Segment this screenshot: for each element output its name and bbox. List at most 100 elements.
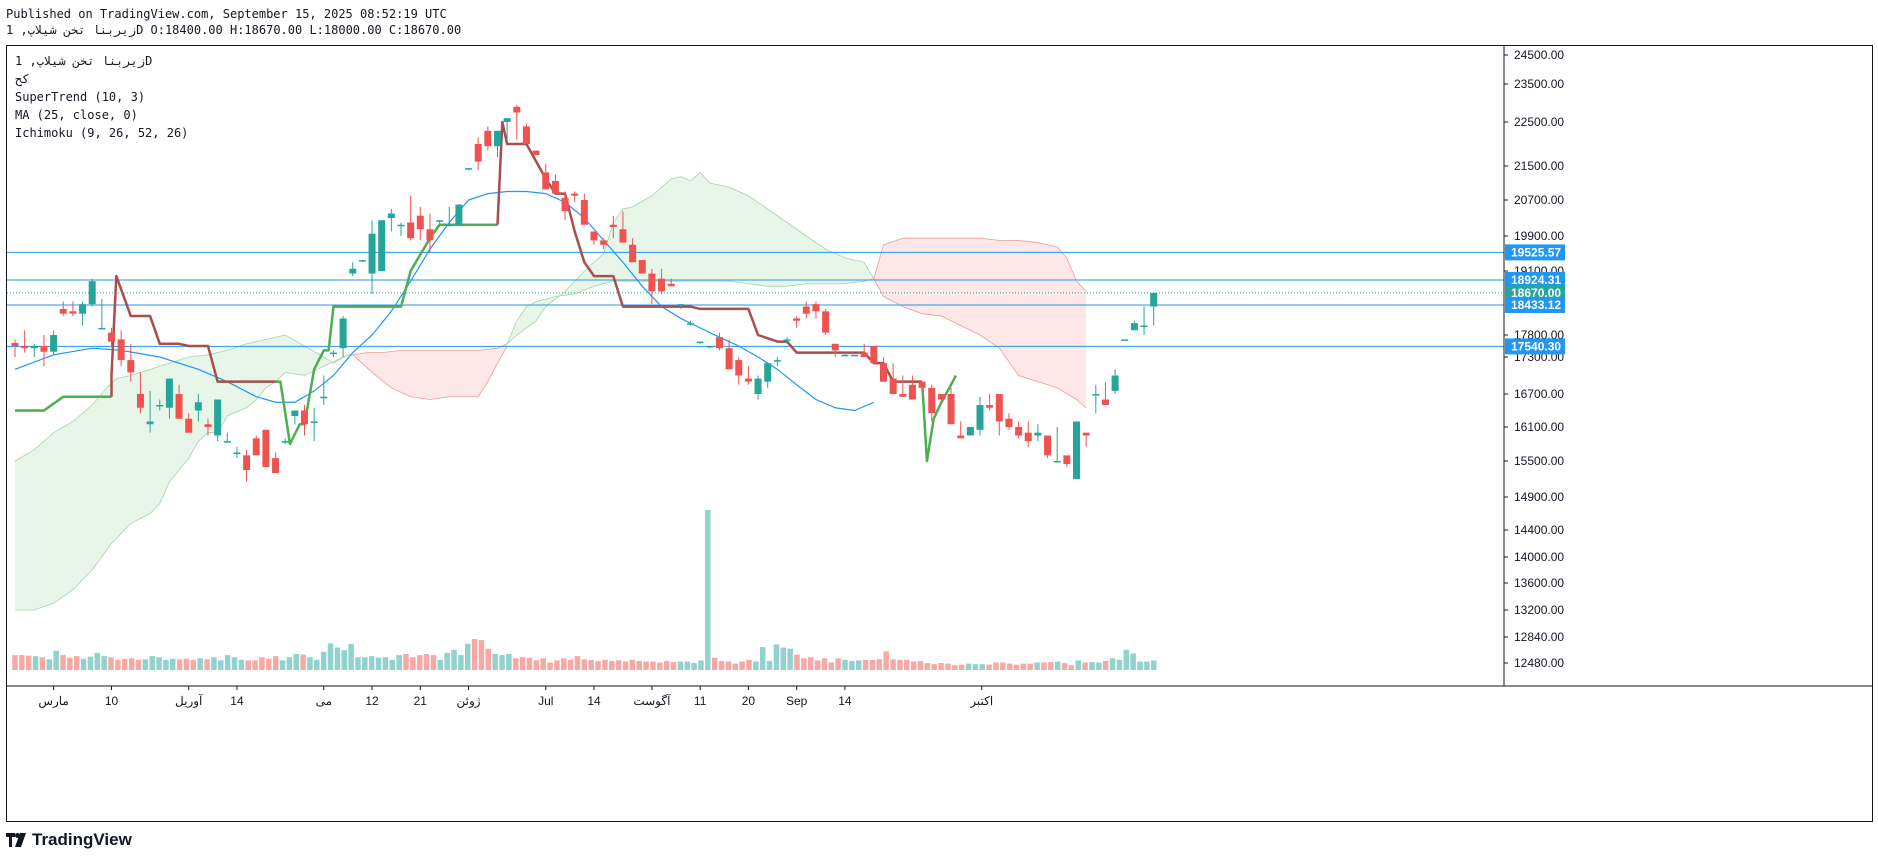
legend-symbol[interactable]: زیربنا تخن شیلاپ, 1D	[15, 54, 153, 68]
candle-body	[204, 424, 212, 427]
price-tick-label: 14400.00	[1514, 523, 1564, 537]
volume-bar	[554, 660, 560, 670]
candle-body	[629, 244, 637, 263]
ichimoku-cloud-red	[352, 343, 508, 400]
candle	[600, 238, 608, 250]
volume-bar	[108, 657, 114, 670]
volume-bar	[135, 659, 142, 670]
candle-body	[706, 346, 714, 348]
volume-bar	[821, 658, 828, 670]
chart-canvas[interactable]: 24500.00 23500.00 22500.00 21500.00 20700.00…	[7, 46, 1872, 821]
candle-body	[1082, 432, 1090, 436]
legend-supertrend[interactable]: SuperTrend (10, 3)	[15, 90, 146, 104]
volume-bar	[938, 663, 944, 670]
time-tick-label: Jul	[538, 694, 553, 708]
candle	[696, 341, 704, 344]
candle	[638, 260, 646, 274]
candle-body	[214, 399, 222, 436]
candle	[513, 104, 521, 140]
volume-bar	[945, 663, 951, 670]
volume-bar	[60, 655, 66, 670]
volume-bar	[773, 644, 780, 670]
volume-bar	[1102, 660, 1109, 670]
candle-body	[59, 308, 67, 314]
time-tick-label: ژوئن	[457, 694, 481, 708]
candle	[310, 407, 318, 442]
volume-bar	[931, 664, 937, 670]
candle-body	[1092, 394, 1100, 396]
candle	[98, 299, 106, 330]
candle	[1063, 455, 1071, 467]
candle	[629, 238, 637, 263]
published-line: Published on TradingView.com, September …	[6, 7, 447, 21]
candle	[1092, 384, 1100, 414]
time-tick-label: اکتبر	[969, 694, 993, 708]
candle	[706, 346, 714, 349]
time-tick-label: 14	[587, 694, 601, 708]
volume-bar	[176, 659, 183, 670]
volume-bar	[46, 659, 53, 670]
volume-bar	[478, 640, 485, 670]
candle	[426, 213, 434, 254]
chart-frame[interactable]: 24500.00 23500.00 22500.00 21500.00 20700.00…	[6, 45, 1873, 822]
footer-brand[interactable]: TradingView	[6, 827, 132, 853]
candle-body	[619, 229, 627, 243]
volume-bar	[705, 510, 711, 670]
volume-bar	[1013, 664, 1020, 670]
candle-body	[108, 332, 115, 342]
volume-bar	[73, 656, 80, 670]
candle-body	[416, 215, 424, 230]
candle-body	[301, 410, 308, 425]
time-tick-label: 21	[414, 694, 428, 708]
volume-bar	[149, 656, 155, 670]
volume-bar	[416, 655, 423, 670]
volume-bar	[650, 661, 656, 670]
candle	[233, 446, 241, 459]
candle-body	[986, 405, 994, 408]
candle	[571, 191, 579, 203]
price-tick-label: 15500.00	[1514, 454, 1564, 468]
volume-bar	[890, 659, 896, 670]
candle-body	[69, 311, 77, 314]
candle-body	[687, 323, 694, 325]
time-tick-label: Sep	[786, 694, 808, 708]
volume-bar	[629, 659, 636, 670]
supertrend-down	[110, 274, 276, 397]
candle	[1024, 421, 1032, 447]
ichimoku-cloud-red-late-bottom-line	[873, 278, 1087, 409]
candle-body	[165, 378, 173, 408]
candle-body	[638, 260, 646, 274]
candle-body	[494, 130, 501, 147]
ma-line	[14, 190, 875, 412]
candle-body	[30, 346, 38, 349]
candle-body	[937, 394, 945, 400]
candle-body	[522, 126, 530, 144]
level-price-tag	[1505, 296, 1565, 313]
volume-bar	[499, 655, 505, 670]
legend-ma[interactable]: MA (25, close, 0)	[15, 108, 138, 122]
candle-body	[262, 429, 270, 467]
candle-body	[223, 441, 231, 443]
time-tick-label: 10	[105, 694, 119, 708]
candle-body	[194, 402, 202, 411]
price-tick-label: 12480.00	[1514, 656, 1564, 670]
volume-bar	[526, 657, 533, 670]
candle	[937, 394, 945, 403]
candle	[667, 278, 675, 287]
volume-bar	[917, 660, 924, 670]
candle	[397, 222, 405, 236]
volume-bar	[986, 664, 992, 670]
candle	[407, 195, 415, 241]
volume-bar	[53, 650, 59, 670]
volume-bar	[362, 657, 368, 670]
volume-bar	[190, 659, 197, 670]
volume-bar	[904, 659, 910, 670]
candle	[252, 435, 260, 456]
volume-bar	[1048, 662, 1054, 670]
price-tick-label: 23500.00	[1514, 77, 1564, 91]
candle-body	[252, 438, 260, 456]
volume-bar	[231, 657, 238, 670]
candle	[773, 357, 781, 367]
legend-ichimoku[interactable]: Ichimoku (9, 26, 52, 26)	[15, 126, 189, 140]
candle	[416, 206, 424, 241]
